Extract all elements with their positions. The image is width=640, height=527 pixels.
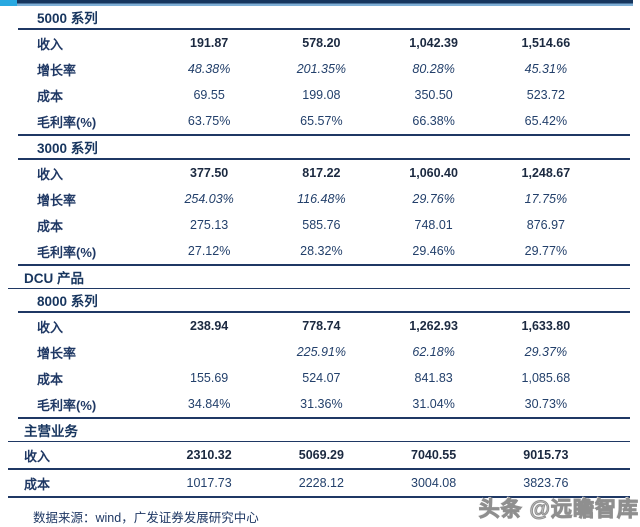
row-label: 成本: [37, 371, 64, 387]
table-row: 增长率 225.91% 62.18% 29.37%: [18, 339, 630, 365]
cell-value: 191.87: [190, 36, 229, 50]
cell-value: 1,060.40: [409, 166, 458, 180]
row-label: 成本: [24, 476, 51, 492]
cell-value: 841.83: [414, 371, 453, 385]
section-title: DCU 产品: [8, 266, 630, 289]
row-label: 收入: [24, 448, 51, 464]
cell-value: 45.31%: [524, 62, 568, 76]
row-label: 收入: [37, 36, 64, 52]
cell-value: 66.38%: [412, 114, 455, 128]
row-label: 增长率: [37, 62, 77, 78]
cell-value: 2228.12: [298, 476, 344, 490]
accent-cyan-segment: [0, 0, 17, 6]
cell-value: 1017.73: [186, 476, 232, 490]
cell-value: 30.73%: [524, 397, 568, 411]
cell-value: 778.74: [302, 319, 341, 333]
cell-value: 34.84%: [187, 397, 231, 411]
cell-value: 9015.73: [523, 448, 569, 462]
cell-value: 1,248.67: [521, 166, 571, 180]
row-label: 毛利率(%): [37, 244, 97, 260]
cell-value: 29.76%: [412, 192, 455, 206]
cell-value: 254.03%: [184, 192, 234, 206]
cell-value: 65.57%: [300, 114, 343, 128]
row-label: 成本: [37, 88, 64, 104]
cell-value: 5069.29: [298, 448, 344, 462]
cell-value: 62.18%: [412, 345, 455, 359]
cell-value: 48.38%: [187, 62, 231, 76]
section-2: DCU 产品: [8, 266, 630, 289]
cell-value: 80.28%: [412, 62, 455, 76]
table-row: 成本 1017.73 2228.12 3004.08 3823.76: [8, 470, 630, 498]
section-3: 8000 系列收入 238.94 778.74 1,262.93 1,633.80 增长率…: [18, 289, 630, 419]
section-title: 8000 系列: [18, 289, 630, 313]
financial-table: 5000 系列收入 191.87 578.20 1,042.39 1,514.66 增长率…: [0, 6, 640, 498]
data-source-note: 数据来源：wind，广发证券发展研究中心: [33, 511, 259, 525]
cell-value: 523.72: [526, 88, 565, 102]
row-label: 毛利率(%): [37, 114, 97, 130]
cell-value: 69.55: [193, 88, 225, 102]
table-row: 收入 2310.32 5069.29 7040.55 9015.73: [8, 442, 630, 470]
cell-value: 3823.76: [523, 476, 569, 490]
table-row: 收入 238.94 778.74 1,262.93 1,633.80: [18, 313, 630, 339]
cell-value: 238.94: [190, 319, 229, 333]
row-label: 毛利率(%): [37, 397, 97, 413]
table-row: 收入 377.50 817.22 1,060.40 1,248.67: [18, 160, 630, 186]
cell-value: 29.37%: [524, 345, 568, 359]
cell-value: 1,514.66: [521, 36, 571, 50]
table-row: 毛利率(%) 63.75% 65.57% 66.38% 65.42%: [18, 108, 630, 134]
table-row: 毛利率(%) 27.12% 28.32% 29.46% 29.77%: [18, 238, 630, 264]
row-label: 收入: [37, 166, 64, 182]
section-title: 3000 系列: [18, 136, 630, 160]
cell-value: 65.42%: [524, 114, 568, 128]
cell-value: 1,633.80: [521, 319, 571, 333]
cell-value: 2310.32: [186, 448, 232, 462]
cell-value: 524.07: [302, 371, 341, 385]
cell-value: 748.01: [414, 218, 453, 232]
section-1: 3000 系列收入 377.50 817.22 1,060.40 1,248.67 增长率…: [18, 136, 630, 266]
table-row: 收入 191.87 578.20 1,042.39 1,514.66: [18, 30, 630, 56]
section-4: 主营业务收入 2310.32 5069.29 7040.55 9015.73 成本 1017…: [8, 419, 630, 498]
cell-value: 1,042.39: [409, 36, 458, 50]
row-label: 增长率: [37, 192, 77, 208]
cell-value: 275.13: [190, 218, 229, 232]
row-label: 成本: [37, 218, 64, 234]
table-row: 成本 69.55 199.08 350.50 523.72: [18, 82, 630, 108]
cell-value: 28.32%: [300, 244, 343, 258]
cell-value: 29.46%: [412, 244, 455, 258]
cell-value: 7040.55: [411, 448, 457, 462]
top-accent-bar: [0, 0, 633, 6]
table-row: 成本 155.69 524.07 841.83 1,085.68: [18, 365, 630, 391]
cell-value: 377.50: [190, 166, 229, 180]
table-row: 成本 275.13 585.76 748.01 876.97: [18, 212, 630, 238]
cell-value: 225.91%: [296, 345, 347, 359]
cell-value: 17.75%: [524, 192, 568, 206]
cell-value: 350.50: [414, 88, 453, 102]
cell-value: 27.12%: [187, 244, 231, 258]
cell-value: 201.35%: [296, 62, 347, 76]
cell-value: 199.08: [302, 88, 341, 102]
cell-value: 116.48%: [297, 192, 346, 206]
row-label: 收入: [37, 319, 64, 335]
table-row: 毛利率(%) 34.84% 31.36% 31.04% 30.73%: [18, 391, 630, 417]
cell-value: 63.75%: [187, 114, 231, 128]
cell-value: 585.76: [302, 218, 341, 232]
table-row: 增长率 48.38% 201.35% 80.28% 45.31%: [18, 56, 630, 82]
cell-value: 1,262.93: [409, 319, 458, 333]
cell-value: 155.69: [190, 371, 229, 385]
cell-value: 3004.08: [411, 476, 457, 490]
section-title: 主营业务: [8, 419, 630, 442]
table-row: 增长率 254.03% 116.48% 29.76% 17.75%: [18, 186, 630, 212]
cell-value: 817.22: [302, 166, 341, 180]
cell-value: 31.04%: [412, 397, 455, 411]
row-label: 增长率: [37, 345, 77, 361]
section-title: 5000 系列: [18, 6, 630, 30]
cell-value: 31.36%: [300, 397, 343, 411]
cell-value: 578.20: [302, 36, 341, 50]
accent-navy-segment: [17, 0, 633, 6]
cell-value: 1,085.68: [521, 371, 571, 385]
section-0: 5000 系列收入 191.87 578.20 1,042.39 1,514.66 增长率…: [18, 6, 630, 136]
cell-value: 876.97: [526, 218, 565, 232]
watermark-text: 头条 @远瞻智库: [478, 498, 639, 522]
cell-value: 29.77%: [524, 244, 568, 258]
